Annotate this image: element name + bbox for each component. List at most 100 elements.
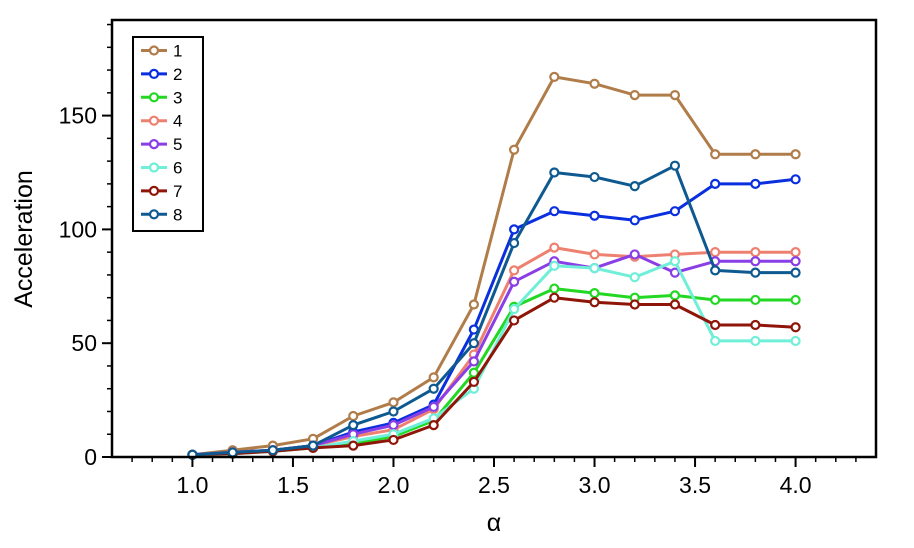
series-line [192,75,796,457]
data-point [589,249,600,260]
data-point [790,294,801,306]
legend-label: 2 [173,65,182,84]
legend-label: 6 [173,159,182,178]
y-tick-label: 100 [59,216,97,242]
data-point [589,262,600,274]
data-point [348,420,359,431]
data-point [227,447,238,458]
data-point [750,256,761,267]
y-tick-label: 150 [59,103,97,129]
x-tick-label: 3.5 [679,472,711,498]
data-point [468,338,479,349]
data-point [428,383,439,394]
data-point [348,440,359,451]
series-line [192,252,796,457]
data-point [750,335,761,347]
data-point [388,397,399,408]
plot-frame [110,18,878,459]
legend: 1 2 3 4 5 6 7 8 [132,36,204,232]
series-8 [187,160,801,460]
x-tick-label: 2.0 [377,472,409,498]
data-point [710,247,721,258]
data-point [629,272,640,283]
legend-marker [148,185,160,196]
x-tick-label: 1.0 [176,472,208,498]
data-point [629,249,640,260]
data-point [388,406,399,417]
legend-marker [148,92,160,103]
x-tick-label: 2.5 [478,472,510,498]
data-point [710,149,721,160]
data-point [388,434,399,446]
data-point [549,292,560,303]
data-point [790,149,801,160]
data-point [750,178,761,189]
x-tick-label: 3.0 [579,472,611,498]
legend-label: 1 [173,42,182,61]
data-point [589,78,600,89]
series-line [192,177,796,457]
data-point [468,356,479,367]
data-point [629,299,640,310]
data-point [710,178,721,189]
data-point [509,224,520,235]
y-axis-title: Acceleration [10,170,38,308]
data-point [428,401,439,413]
legend-marker [148,45,160,56]
data-point [629,215,640,226]
data-point [750,247,761,258]
data-point [750,319,761,331]
data-point [669,256,681,267]
x-tick-label: 1.5 [277,472,309,498]
data-point [710,319,721,331]
data-point [790,335,801,347]
x-axis-title: α [487,509,501,537]
legend-label: 8 [173,205,182,224]
data-point [428,372,439,383]
y-tick-label: 50 [71,330,97,356]
data-point [589,288,600,299]
legend-marker [148,139,160,150]
data-point [669,299,681,310]
data-point [790,256,801,267]
data-point [790,247,801,258]
data-point [509,265,520,276]
data-point [589,297,600,308]
data-point [750,267,761,278]
data-point [790,267,801,278]
series-6 [187,256,801,460]
axis-layer: 1.0 1.5 2.0 2.5 3.0 3.5 4.0 0 50 100 150 [59,23,857,498]
data-point [549,283,560,294]
legend-marker [148,68,160,80]
data-point [589,171,600,183]
data-point [509,303,520,315]
data-point [428,420,439,431]
legend-marker [148,115,160,126]
data-point [549,206,560,217]
data-point [669,267,681,278]
data-point [348,410,359,422]
legend-label: 7 [173,182,182,201]
series-2 [187,174,801,460]
data-point [509,144,520,155]
series-line [192,296,796,457]
data-point [669,90,681,101]
series-layer [187,71,801,460]
data-point [629,181,640,192]
data-point [468,367,479,378]
data-point [790,322,801,333]
data-point [509,276,520,287]
legend-box [132,36,204,232]
legend-label: 3 [173,88,182,107]
data-point [468,376,479,387]
y-tick-label: 0 [84,444,97,470]
data-point [669,206,681,217]
legend-marker [148,209,160,220]
data-point [307,440,319,451]
data-point [669,290,681,301]
x-tick-label: 4.0 [780,472,812,498]
data-point [549,71,560,83]
data-point [549,167,560,178]
data-point [549,260,560,271]
